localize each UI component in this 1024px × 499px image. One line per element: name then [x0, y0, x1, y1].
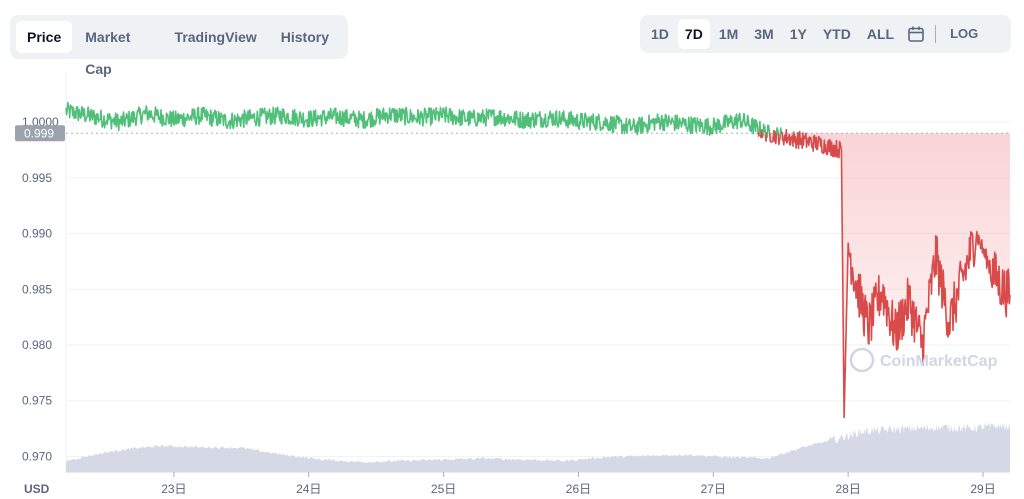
price-segment-down — [781, 128, 795, 147]
y-tick-label: 0.995 — [22, 171, 52, 185]
price-segment-down — [768, 133, 775, 143]
price-line — [65, 101, 1011, 419]
x-tick-label: 27日 — [701, 482, 726, 496]
watermark: CoinMarketCap — [849, 347, 998, 373]
x-tick-label: 29日 — [970, 482, 995, 496]
calendar-icon[interactable] — [903, 19, 929, 49]
x-tick-label: 23日 — [161, 482, 186, 496]
current-price-badge — [15, 125, 65, 142]
range-all-button[interactable]: ALL — [866, 26, 895, 42]
x-axis: 23日 24日 25日 26日 27日 28日 29日 — [161, 472, 996, 496]
price-segment-down — [757, 131, 761, 137]
range-1m-button[interactable]: 1M — [718, 26, 739, 42]
x-tick-label: 28日 — [835, 482, 860, 496]
price-segment-down — [777, 133, 781, 146]
range-7d-button[interactable]: 7D — [677, 19, 710, 49]
x-tick-label: 25日 — [431, 482, 456, 496]
range-divider — [935, 25, 937, 43]
y-tick-label: 0.975 — [22, 394, 52, 408]
price-segment-down — [773, 129, 778, 145]
tab-history[interactable]: History — [280, 29, 329, 45]
unit-label: USD — [24, 482, 50, 496]
tab-tradingview[interactable]: TradingView — [174, 29, 257, 45]
price-segment-up — [758, 120, 762, 135]
log-scale-toggle[interactable]: LOG — [950, 26, 979, 41]
current-price-label: 0.999 — [24, 126, 54, 140]
view-tabs: Price Market Cap TradingView History — [10, 15, 348, 77]
range-1d-button[interactable]: 1D — [651, 26, 669, 42]
x-tick-label: 24日 — [296, 482, 321, 496]
range-1y-button[interactable]: 1Y — [789, 26, 807, 42]
y-tick-label: 0.980 — [22, 338, 52, 352]
price-segment-up — [65, 101, 713, 136]
price-segment-up — [775, 127, 780, 134]
range-ytd-button[interactable]: YTD — [822, 26, 851, 42]
tab-market-cap[interactable]: Market Cap — [85, 29, 131, 77]
watermark-text: CoinMarketCap — [880, 353, 998, 370]
time-range-selector: 1D 7D 1M 3M 1Y YTD ALL LOG — [640, 15, 1011, 53]
volume-area — [66, 422, 1010, 472]
y-tick-label: 0.990 — [22, 227, 52, 241]
current-price-marker: 0.999 — [15, 125, 65, 142]
price-segment-down — [759, 129, 764, 139]
price-segment-up — [762, 123, 767, 135]
price-segment-up — [766, 124, 771, 138]
price-segment-down — [793, 130, 1011, 419]
below-reference-fill — [66, 133, 1010, 418]
x-tick-label: 26日 — [566, 482, 591, 496]
y-tick-label: 0.970 — [22, 449, 52, 463]
price-segment-up — [792, 131, 795, 134]
price-segment-down — [711, 132, 714, 135]
tab-price[interactable]: Price — [16, 21, 73, 53]
range-3m-button[interactable]: 3M — [754, 26, 774, 42]
y-tick-label: 0.985 — [22, 282, 52, 296]
price-segment-up — [711, 112, 759, 135]
coinmarketcap-logo-icon — [849, 347, 875, 373]
